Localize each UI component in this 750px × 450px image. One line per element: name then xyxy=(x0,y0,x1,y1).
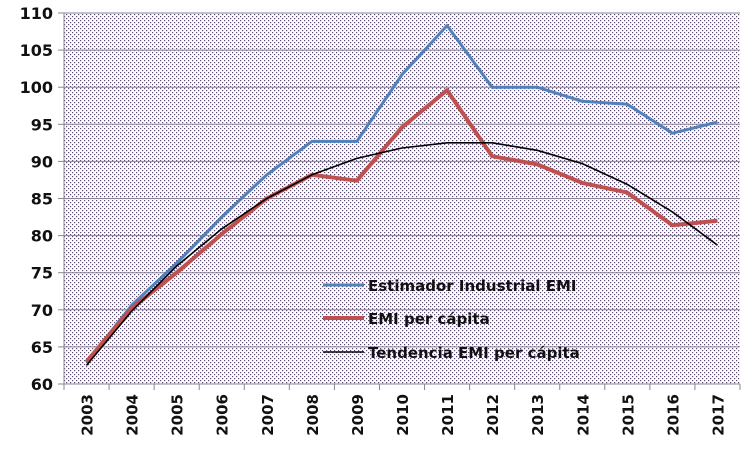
series-line-2 xyxy=(85,142,718,366)
x-tick-label: 2013 xyxy=(529,394,547,436)
legend-label-2: Tendencia EMI per cápita xyxy=(368,344,580,362)
x-tick-label: 2009 xyxy=(349,394,367,436)
x-tick-label: 2003 xyxy=(79,394,97,436)
y-tick-label: 105 xyxy=(20,41,53,60)
y-tick-label: 75 xyxy=(31,264,53,283)
series-lines xyxy=(84,24,718,366)
x-axis: 2003 2004 2005 2006 2007 2008 2009 2010 2011 2012… xyxy=(63,383,741,436)
y-tick-label: 70 xyxy=(31,301,53,320)
y-tick-label: 85 xyxy=(31,190,53,209)
y-tick-label: 80 xyxy=(31,227,53,246)
x-tick-label: 2017 xyxy=(709,394,727,436)
x-tick-label: 2011 xyxy=(439,394,457,436)
y-tick-label: 65 xyxy=(31,338,53,357)
x-tick-label: 2015 xyxy=(619,394,637,436)
x-tick-label: 2010 xyxy=(394,394,412,436)
legend-label-0: Estimador Industrial EMI xyxy=(368,277,576,295)
y-tick-label: 100 xyxy=(20,78,53,97)
series-line-1 xyxy=(84,88,718,363)
x-tick-label: 2012 xyxy=(484,394,502,436)
x-tick-label: 2014 xyxy=(574,394,592,436)
y-tick-label: 95 xyxy=(31,115,53,134)
x-tick-label: 2004 xyxy=(124,394,142,436)
y-tick-label: 60 xyxy=(31,375,53,394)
x-tick-label: 2016 xyxy=(664,394,682,436)
x-tick-label: 2005 xyxy=(169,394,187,436)
gridlines xyxy=(64,12,740,385)
x-tick-label: 2008 xyxy=(304,394,322,436)
y-tick-label: 110 xyxy=(20,4,53,23)
x-tick-label: 2007 xyxy=(259,394,277,436)
y-axis: 60 65 70 75 80 85 90 95 100 105 110 xyxy=(20,4,65,394)
x-tick-label: 2006 xyxy=(214,394,232,436)
series-line-0 xyxy=(85,24,718,364)
legend-label-1: EMI per cápita xyxy=(368,310,490,328)
y-tick-label: 90 xyxy=(31,152,53,171)
legend: Estimador Industrial EMI EMI per cápita … xyxy=(323,277,580,362)
